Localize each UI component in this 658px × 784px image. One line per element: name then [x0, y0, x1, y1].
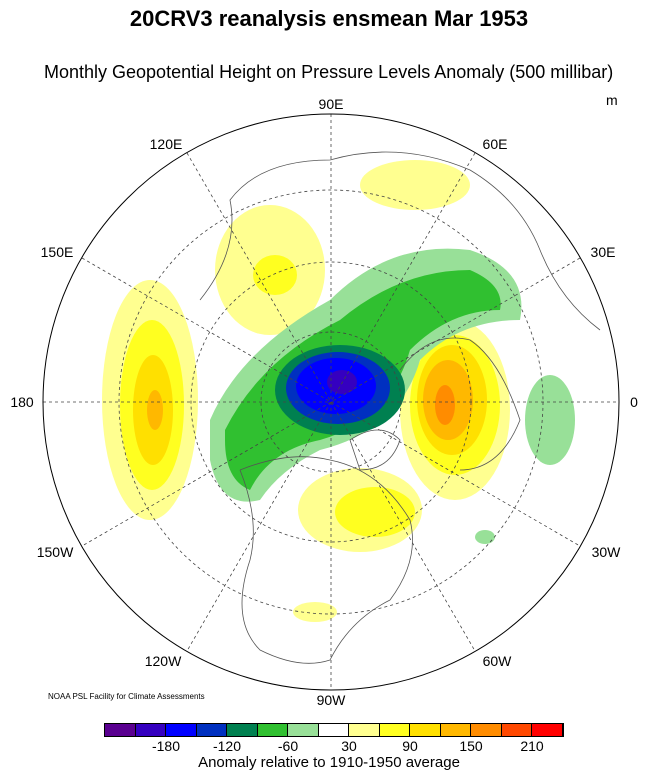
- colorbar-label: -120: [212, 738, 242, 754]
- colorbar-swatch: [135, 724, 166, 736]
- colorbar-swatch: [532, 724, 563, 736]
- colorbar-swatch: [318, 724, 349, 736]
- lon-label-120w: 120W: [144, 653, 182, 669]
- colorbar-swatch: [501, 724, 532, 736]
- colorbar-label: 210: [520, 738, 544, 754]
- graticule: [43, 114, 619, 690]
- colorbar-swatch: [471, 724, 502, 736]
- colorbar-title: Anomaly relative to 1910-1950 average: [198, 754, 460, 771]
- colorbar-swatch: [410, 724, 441, 736]
- lon-label-60e: 60E: [482, 136, 508, 152]
- lon-label-150w: 150W: [36, 544, 74, 560]
- figure-subtitle: Monthly Geopotential Height on Pressure …: [44, 62, 614, 82]
- anomaly-negative-arctic: [210, 248, 522, 502]
- lon-label-90e: 90E: [318, 96, 344, 112]
- colorbar-swatch: [440, 724, 471, 736]
- lon-label-30e: 30E: [590, 244, 616, 260]
- colorbar-swatch: [166, 724, 197, 736]
- lon-label-90w: 90W: [316, 692, 346, 708]
- colorbar-swatch: [257, 724, 288, 736]
- colorbar-swatch: [349, 724, 380, 736]
- anomaly-positive-pacific: [102, 280, 198, 520]
- anomaly-positive-asia: [360, 160, 470, 210]
- map-border: [42, 113, 620, 691]
- lon-label-180: 180: [10, 394, 34, 410]
- anomaly-positive-europe: [400, 320, 510, 500]
- colorbar-label: 90: [402, 738, 418, 754]
- unit-label: m: [606, 92, 618, 108]
- lon-label-60w: 60W: [482, 653, 512, 669]
- colorbar-label: 150: [459, 738, 483, 754]
- lon-label-0: 0: [630, 394, 638, 410]
- colorbar-swatch: [379, 724, 410, 736]
- lon-label-120e: 120E: [149, 136, 183, 152]
- colorbar-swatch: [196, 724, 227, 736]
- colorbar-swatch: [105, 724, 136, 736]
- coastlines: [199, 151, 601, 664]
- lon-label-150e: 150E: [40, 244, 74, 260]
- colorbar-swatch: [227, 724, 258, 736]
- credit-text: NOAA PSL Facility for Climate Assessment…: [48, 692, 205, 701]
- figure-title: 20CRV3 reanalysis ensmean Mar 1953: [129, 6, 529, 31]
- colorbar-label: -60: [277, 738, 299, 754]
- colorbar-swatch: [288, 724, 319, 736]
- anomaly-negative-atlantic: [525, 375, 575, 465]
- colorbar-label: 30: [341, 738, 357, 754]
- colorbar: [104, 723, 564, 737]
- lon-label-30w: 30W: [591, 544, 621, 560]
- colorbar-label: -180: [151, 738, 181, 754]
